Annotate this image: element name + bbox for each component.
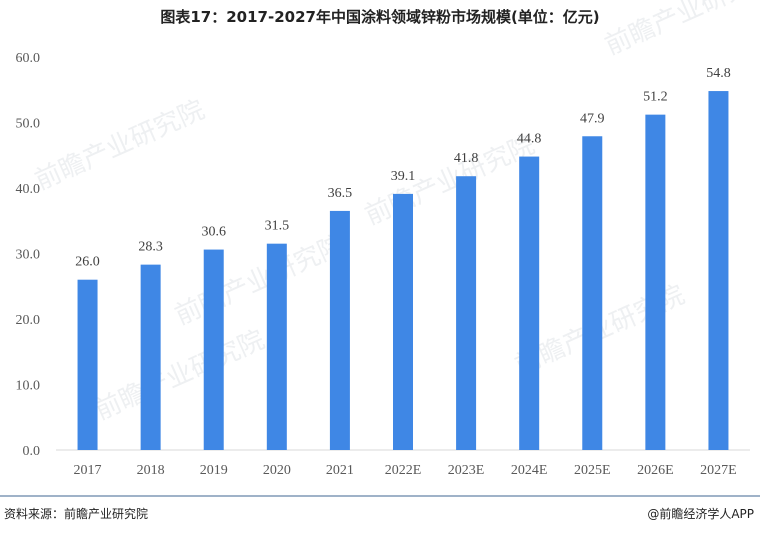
data-label: 47.9 [580,111,605,126]
data-label: 51.2 [643,90,668,105]
data-label: 36.5 [328,186,353,201]
y-tick-label: 40.0 [16,182,41,197]
watermark-text: 前瞻产业研究院 [361,130,539,231]
x-tick-label: 2026E [637,463,674,478]
x-tick-label: 2021 [326,463,354,478]
data-label: 26.0 [75,255,100,270]
bar [266,243,287,450]
data-label: 28.3 [138,240,163,255]
bar [708,91,729,450]
x-tick-label: 2022E [385,463,422,478]
y-axis: 0.0 10.0 20.0 30.0 40.0 50.0 60.0 [16,51,41,459]
watermark-text: 前瞻产业研究院 [601,0,760,61]
chart-title: 图表17：2017-2027年中国涂料领域锌粉市场规模(单位：亿元) [160,8,600,26]
bar [582,136,603,450]
x-tick-label: 2024E [511,463,548,478]
bar-series: 26.0 28.3 30.6 31.5 36.5 39.1 41.8 44.8 47.9 51.2… [75,66,731,450]
x-tick-label: 2023E [448,463,485,478]
bar [519,156,540,450]
y-tick-label: 10.0 [16,379,41,394]
data-label: 44.8 [517,132,542,147]
x-tick-label: 2019 [200,463,228,478]
x-tick-label: 2025E [574,463,611,478]
y-tick-label: 30.0 [16,248,41,263]
y-tick-label: 20.0 [16,313,41,328]
x-tick-label: 2027E [700,463,737,478]
bar [77,279,98,450]
watermark-text: 前瞻产业研究院 [31,95,209,196]
data-label: 30.6 [201,225,226,240]
data-label: 54.8 [706,66,731,81]
bar [140,264,161,450]
watermark-text: 前瞻产业研究院 [91,325,269,426]
watermark-text: 前瞻产业研究院 [171,230,349,331]
x-tick-label: 2018 [137,463,165,478]
bar [456,176,477,450]
data-label: 41.8 [454,151,479,166]
bar-chart: 前瞻产业研究院前瞻产业研究院前瞻产业研究院前瞻产业研究院前瞻产业研究院前瞻产业研… [16,0,760,478]
source-note: 资料来源：前瞻产业研究院 [4,507,149,521]
bar [203,249,224,450]
brand-credit: @前瞻经济学人APP [647,507,754,521]
y-tick-label: 60.0 [16,51,41,66]
bar [393,193,413,450]
x-axis: 2017 2018 2019 2020 2021 2022E 2023E 2024E 2025E… [74,463,737,478]
bar [329,210,350,450]
footer-divider [0,495,760,497]
y-tick-label: 50.0 [16,117,41,132]
data-label: 39.1 [391,169,416,184]
y-tick-label: 0.0 [23,444,41,459]
x-tick-label: 2017 [74,463,102,478]
data-label: 31.5 [265,219,290,234]
x-tick-label: 2020 [263,463,291,478]
bar [645,114,666,450]
